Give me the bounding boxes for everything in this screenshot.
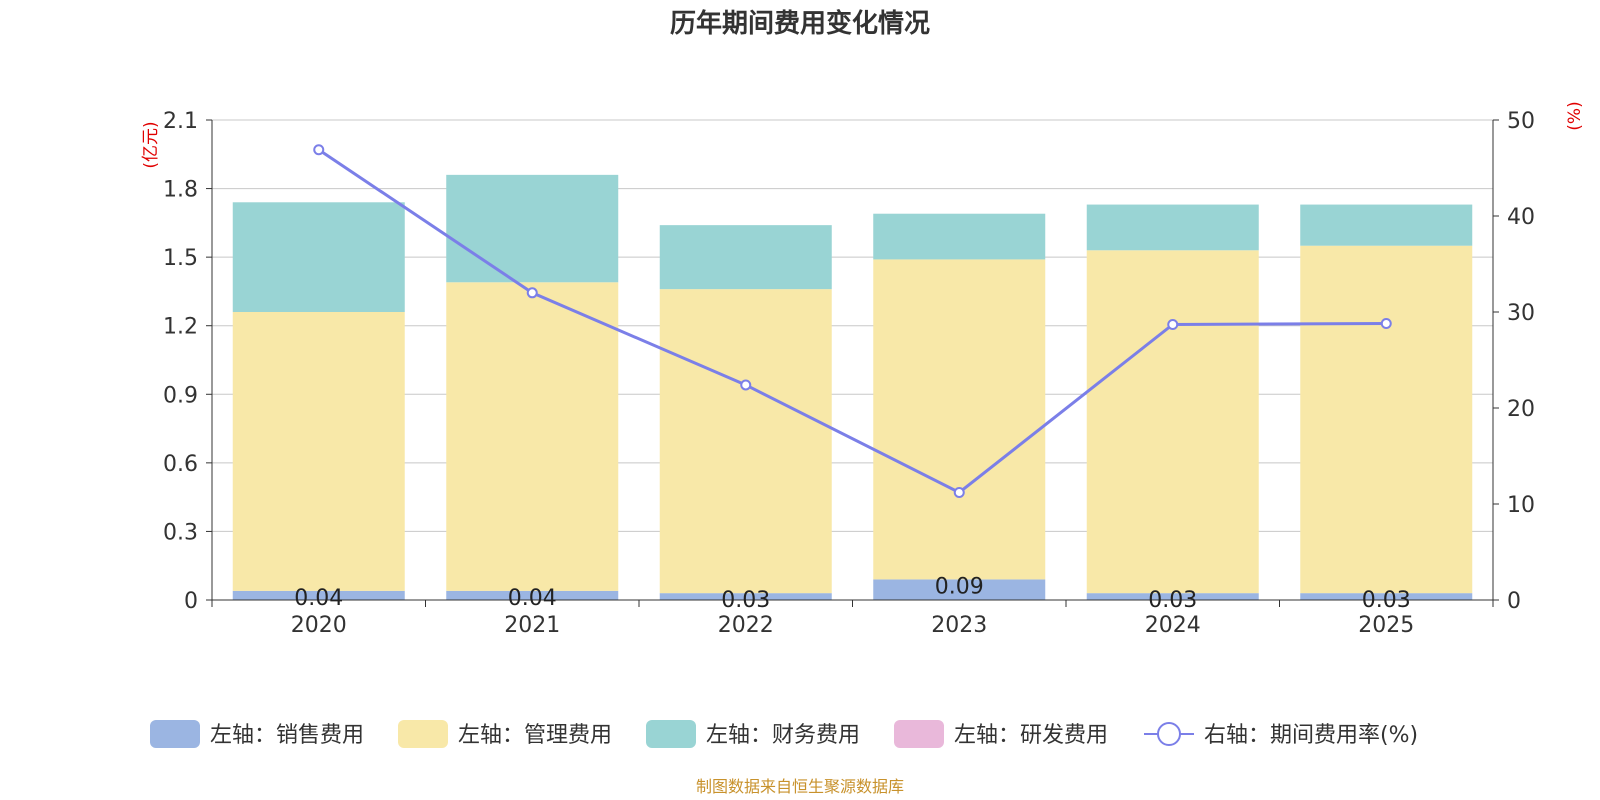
bar-segment	[232, 312, 405, 591]
bars	[232, 174, 1473, 600]
rate-point	[313, 144, 325, 156]
right-tick-label: 40	[1507, 205, 1535, 230]
legend-label: 左轴：管理费用	[458, 723, 612, 748]
bar-segment	[873, 579, 1046, 600]
bar-segment	[446, 282, 619, 591]
rate-line-path	[317, 148, 1387, 495]
left-tick-label: 1.5	[163, 246, 198, 271]
left-tick-label: 2.1	[163, 109, 198, 134]
bar-data-label: 0.09	[935, 574, 984, 599]
grid-lines	[212, 119, 1493, 532]
rate-point	[740, 379, 752, 391]
bar-segment	[446, 590, 619, 600]
left-tick-label: 0	[184, 589, 198, 614]
bar-segment	[1300, 593, 1473, 600]
bar-segment	[659, 225, 832, 290]
bar-segment	[1300, 204, 1473, 246]
x-tick-label: 2024	[1145, 613, 1201, 638]
rate-point	[953, 486, 965, 498]
right-tick-label: 10	[1507, 493, 1535, 518]
data-labels: 0.04 0.04 0.03 0.09 0.03 0.03	[294, 574, 1410, 613]
legend-swatch	[894, 720, 944, 748]
legend-label: 左轴：财务费用	[706, 723, 860, 748]
bar-data-label: 0.03	[721, 588, 770, 613]
chart-title: 历年期间费用变化情况	[670, 8, 930, 39]
legend-label: 左轴：销售费用	[210, 723, 364, 748]
right-axis-unit: (%)	[1565, 101, 1585, 130]
legend: 左轴：销售费用 左轴：管理费用 左轴：财务费用 左轴：研发费用 右轴：期间费用率(%)	[150, 720, 1418, 748]
bar-segment	[873, 259, 1046, 580]
bar-segment	[1086, 250, 1259, 594]
axes: 0 0.3 0.6 0.9 1.2 1.5 1.8 2.1 0 10 20 30 40 50 2020 202…	[163, 109, 1535, 638]
legend-swatch	[150, 720, 200, 748]
right-tick-label: 30	[1507, 301, 1535, 326]
data-source: 制图数据来自恒生聚源数据库	[696, 777, 904, 796]
bar-segment	[659, 289, 832, 594]
legend-label: 右轴：期间费用率(%)	[1204, 723, 1418, 748]
legend-marker	[1157, 722, 1181, 746]
x-tick-label: 2023	[931, 613, 987, 638]
bar-segment	[232, 202, 405, 312]
bar-segment	[873, 213, 1046, 260]
rate-point	[526, 287, 538, 299]
bar-data-label: 0.04	[294, 586, 343, 611]
x-tick-label: 2021	[504, 613, 560, 638]
legend-swatch	[646, 720, 696, 748]
bar-data-label: 0.03	[1362, 588, 1411, 613]
left-tick-label: 0.3	[163, 520, 198, 545]
bar-segment	[1086, 204, 1259, 251]
x-tick-label: 2022	[718, 613, 774, 638]
bar-segment	[1086, 593, 1259, 600]
rate-point	[1380, 318, 1392, 330]
bar-data-label: 0.04	[508, 586, 557, 611]
left-axis-unit: (亿元)	[141, 121, 161, 168]
bar-segment	[446, 174, 619, 283]
left-tick-label: 0.6	[163, 452, 198, 477]
right-tick-label: 20	[1507, 397, 1535, 422]
bar-data-label: 0.03	[1148, 588, 1197, 613]
rate-line	[313, 144, 1392, 498]
bar-segment	[659, 593, 832, 600]
legend-label: 左轴：研发费用	[954, 723, 1108, 748]
bar-segment	[1300, 245, 1473, 594]
right-tick-label: 50	[1507, 109, 1535, 134]
rate-point	[1167, 318, 1179, 330]
right-tick-label: 0	[1507, 589, 1521, 614]
left-tick-label: 1.2	[163, 315, 198, 340]
legend-swatch	[398, 720, 448, 748]
left-tick-label: 1.8	[163, 178, 198, 203]
x-tick-label: 2025	[1358, 613, 1414, 638]
bar-segment	[232, 590, 405, 600]
left-tick-label: 0.9	[163, 383, 198, 408]
x-tick-label: 2020	[291, 613, 347, 638]
